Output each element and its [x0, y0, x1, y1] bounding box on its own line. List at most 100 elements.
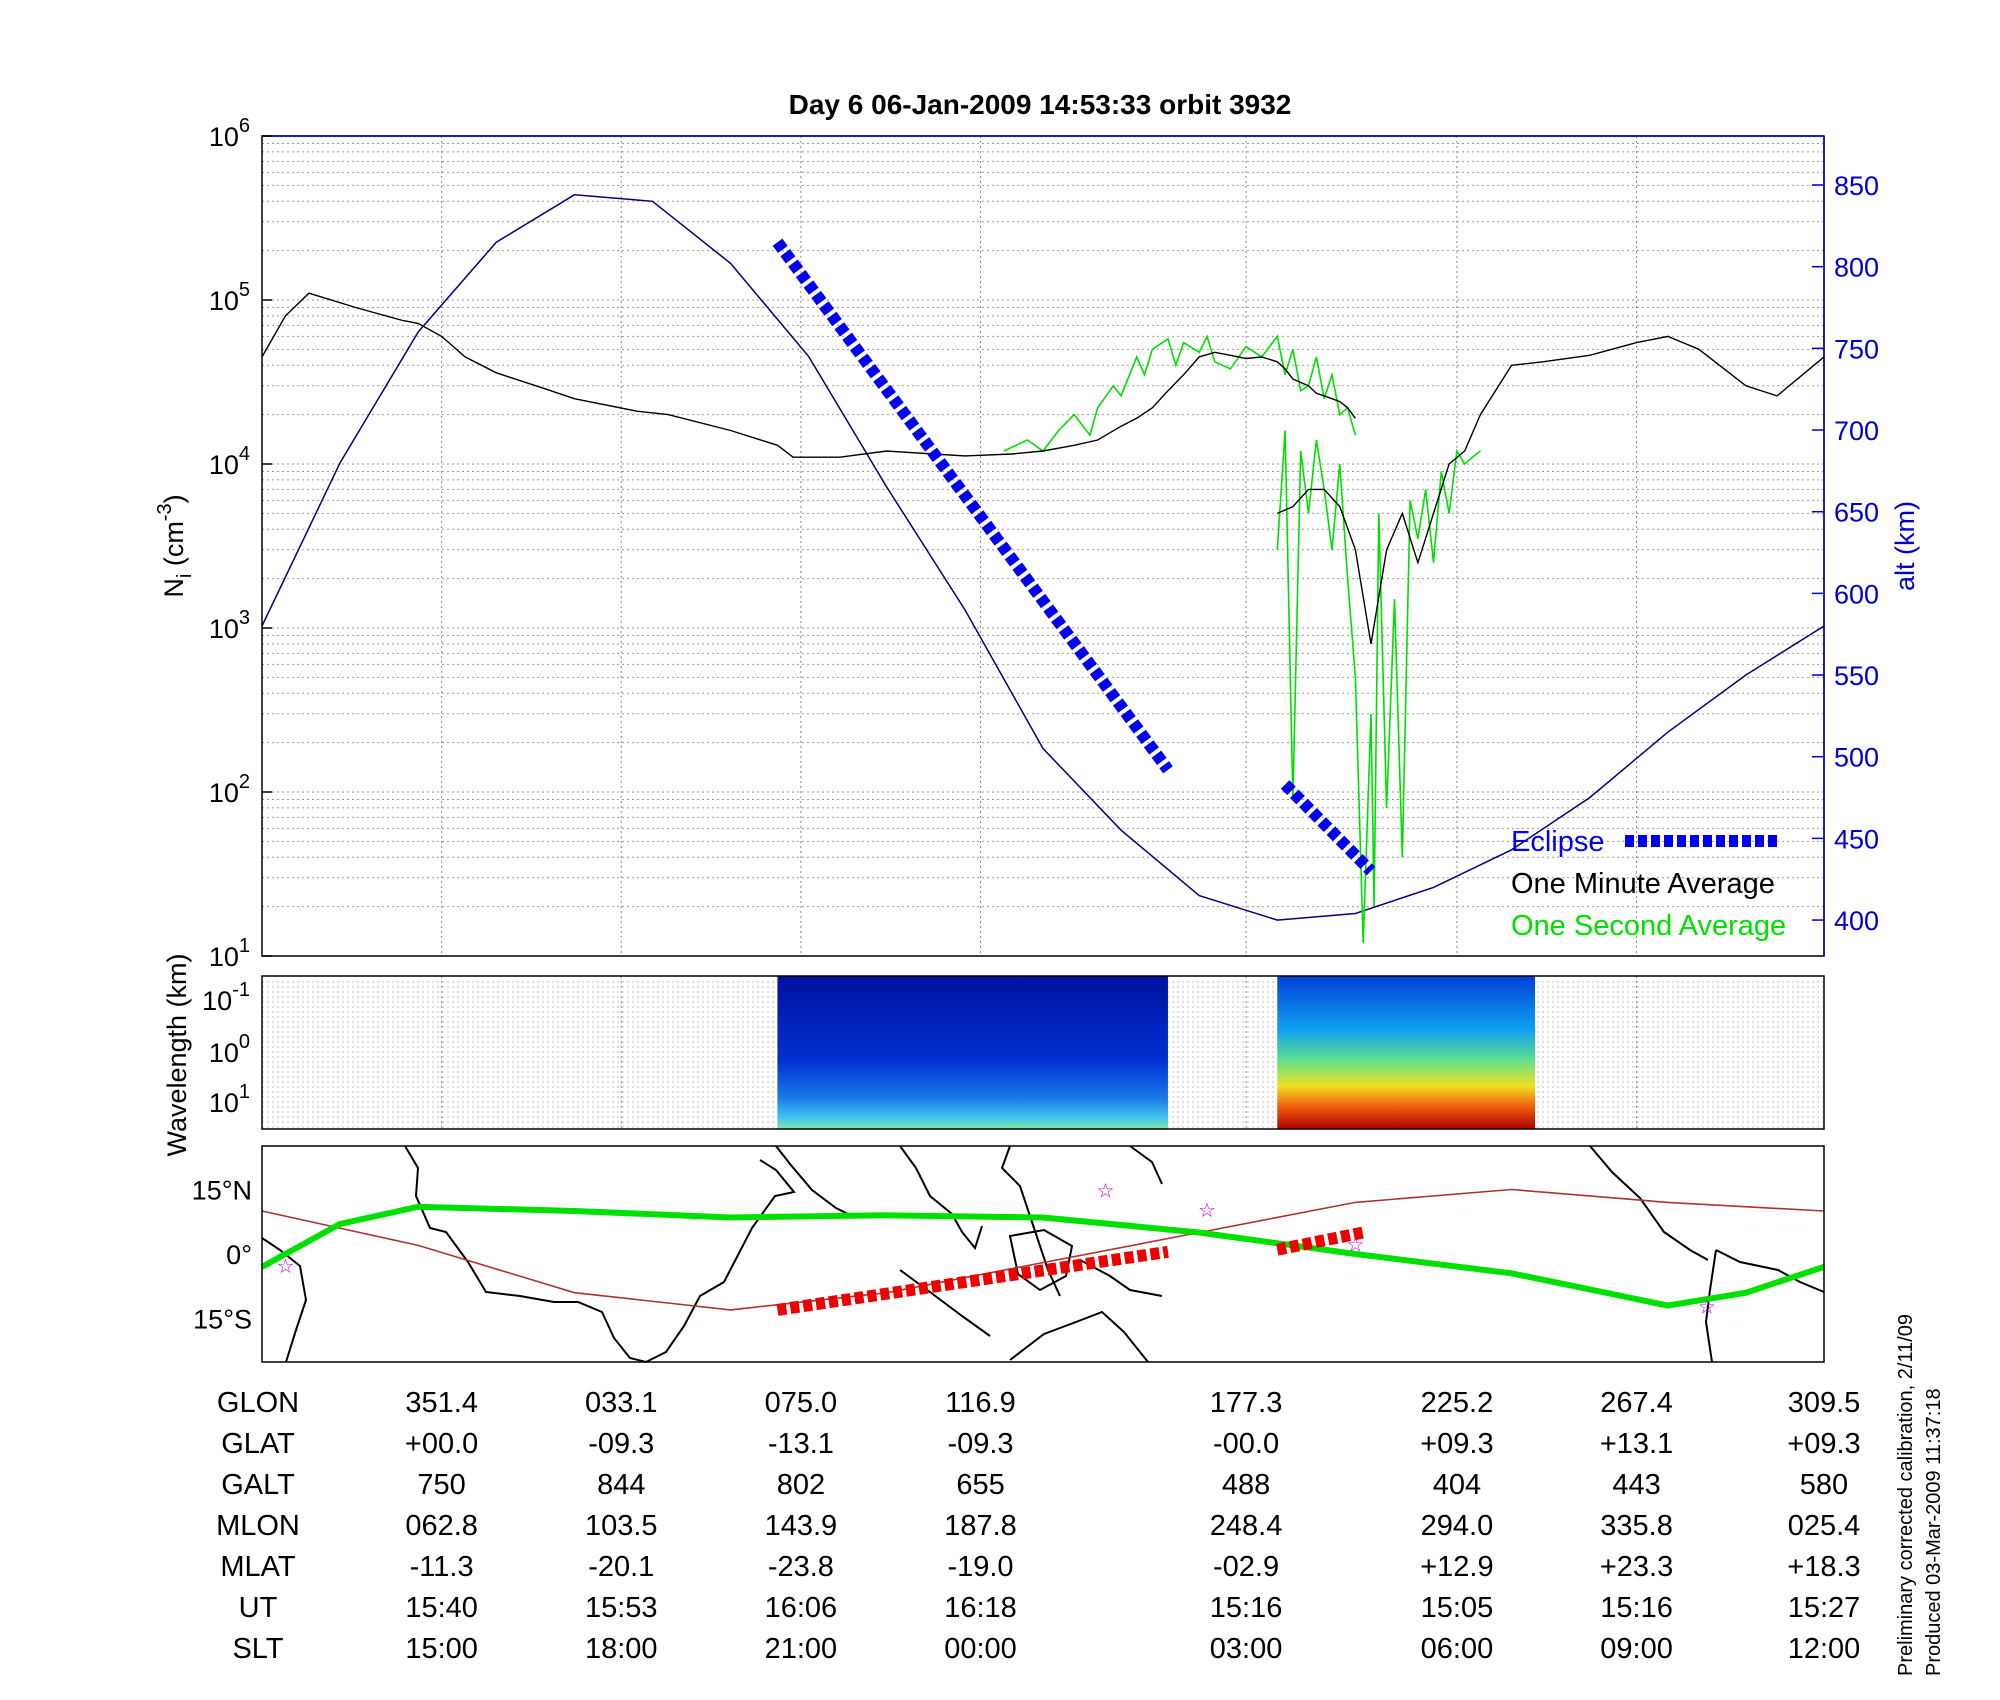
spectrogram-y-tick-label: 100 [209, 1031, 250, 1068]
table-cell: 443 [1612, 1469, 1660, 1501]
coastline-arabia [775, 1145, 857, 1219]
star-marker-icon: ☆ [276, 1254, 294, 1278]
chart-title: Day 6 06-Jan-2009 14:53:33 orbit 3932 [789, 89, 1292, 120]
density-panel: 101 102 103 104 105 106 400 450 500 550 600 650 700… [154, 115, 1920, 972]
table-cell: 351.4 [405, 1387, 478, 1419]
spectrogram-blocks [777, 976, 1536, 1129]
density-y-label: Ni (cm-3) [154, 494, 196, 597]
table-cell: -19.0 [947, 1551, 1013, 1583]
altitude-y-tick-label: 450 [1834, 824, 1879, 854]
density-y-tick-label: 102 [209, 771, 250, 808]
density-y-tick-label: 101 [209, 935, 250, 972]
legend-one-second-average: One Second Average [1511, 910, 1786, 942]
table-cell: 00:00 [944, 1633, 1017, 1665]
coastline-west-africa-edge [261, 1237, 308, 1363]
coastline-borneo [1008, 1228, 1074, 1292]
one-second-average-line [1276, 430, 1481, 944]
table-cell: -09.3 [947, 1428, 1013, 1460]
table-cell: 103.5 [585, 1510, 658, 1542]
table-row-label: MLON [216, 1510, 300, 1542]
table-cell: 655 [956, 1469, 1004, 1501]
table-row-label: GALT [221, 1469, 295, 1501]
table-cell: 15:05 [1421, 1592, 1494, 1624]
altitude-y-tick-label: 400 [1834, 906, 1879, 936]
map-y-tick-label: 15°N [192, 1176, 252, 1206]
table-row-label: MLAT [220, 1551, 295, 1583]
altitude-y-ticks: 400 450 500 550 600 650 700 750 800 850 [1812, 171, 1879, 936]
table-cell: 15:27 [1788, 1592, 1861, 1624]
table-row-label: UT [239, 1592, 278, 1624]
coastline-sumatra [899, 1269, 991, 1337]
spectrogram-y-label: Wavelength (km) [162, 953, 192, 1156]
table-cell: +09.3 [1420, 1428, 1493, 1460]
table-cell: 18:00 [585, 1633, 658, 1665]
density-y-tick-label: 105 [209, 279, 250, 316]
magnetic-equator-line [261, 1188, 1825, 1311]
table-cell: 21:00 [765, 1633, 838, 1665]
table-cell: 15:40 [405, 1592, 478, 1624]
star-marker-icon: ☆ [1346, 1232, 1364, 1256]
table-cell: 09:00 [1600, 1633, 1673, 1665]
table-cell: 116.9 [945, 1387, 1015, 1419]
table-cell: 15:53 [585, 1592, 658, 1624]
spectrogram-frame [261, 975, 1825, 1130]
table-row-label: SLT [232, 1633, 283, 1665]
coastline-south-america-west [1704, 1249, 1717, 1363]
table-cell: 488 [1222, 1469, 1270, 1501]
density-series [261, 194, 1825, 944]
altitude-y-tick-label: 600 [1834, 579, 1879, 609]
table-cell: 143.9 [765, 1510, 838, 1542]
table-cell: +12.9 [1420, 1551, 1493, 1583]
coastline-australia [1009, 1310, 1149, 1363]
table-cell: -11.3 [410, 1551, 474, 1583]
density-y-ticks: 101 102 103 104 105 106 [209, 115, 272, 972]
altitude-y-tick-label: 550 [1834, 661, 1879, 691]
table-cell: -00.0 [1213, 1428, 1279, 1460]
table-cell: +00.0 [405, 1428, 478, 1460]
coastline-central-america [1589, 1145, 1709, 1261]
footer-calibration-note: Preliminary corrected calibration, 2/11/… [1895, 1314, 1917, 1676]
table-cell: 750 [417, 1469, 465, 1501]
orbit-table: GLON 351.4 033.1 075.0 116.9 177.3 225.2 267.4 3… [216, 1387, 1861, 1665]
coastline-south-america [1715, 1249, 1825, 1293]
table-cell: 294.0 [1421, 1510, 1494, 1542]
density-y-tick-label: 104 [209, 443, 250, 480]
table-cell: 187.8 [944, 1510, 1017, 1542]
table-cell: 404 [1433, 1469, 1481, 1501]
table-cell: -02.9 [1213, 1551, 1279, 1583]
coastline-africa [404, 1145, 796, 1364]
table-cell: 16:18 [944, 1592, 1017, 1624]
table-cell: 15:16 [1600, 1592, 1673, 1624]
table-cell: 248.4 [1210, 1510, 1283, 1542]
table-cell: +23.3 [1600, 1551, 1673, 1583]
map-y-ticks: 15°N 0° 15°S [192, 1176, 252, 1335]
altitude-y-tick-label: 850 [1834, 171, 1879, 201]
table-cell: 15:16 [1210, 1592, 1283, 1624]
table-cell: 062.8 [405, 1510, 478, 1542]
star-marker-icon: ☆ [1097, 1179, 1115, 1203]
altitude-y-tick-label: 750 [1834, 334, 1879, 364]
table-cell: +09.3 [1787, 1428, 1860, 1460]
legend: Eclipse One Minute Average One Second Av… [1511, 826, 1786, 942]
coastline-japan [1129, 1145, 1163, 1185]
table-cell: 075.0 [765, 1387, 838, 1419]
table-cell: 12:00 [1788, 1633, 1861, 1665]
table-row-label: GLON [217, 1387, 299, 1419]
spectrogram-y-tick-label: 101 [209, 1081, 250, 1118]
table-cell: 844 [597, 1469, 645, 1501]
table-cell: 06:00 [1421, 1633, 1494, 1665]
table-cell: +13.1 [1600, 1428, 1673, 1460]
altitude-y-label: alt (km) [1890, 501, 1920, 591]
satellite-track-line [260, 1203, 1825, 1309]
table-cell: 802 [777, 1469, 825, 1501]
table-cell: 033.1 [585, 1387, 658, 1419]
map-panel: ☆ ☆ ☆ ☆ ☆ 15°N 0° 15°S [192, 1145, 1825, 1364]
map-frame [261, 1145, 1825, 1363]
table-cell: 16:06 [765, 1592, 838, 1624]
eclipse-track-line [776, 1245, 1169, 1316]
footer-produced-note: Produced 03-Mar-2009 11:37:18 [1923, 1388, 1945, 1676]
legend-one-minute-average: One Minute Average [1511, 868, 1775, 900]
table-cell: 177.3 [1210, 1387, 1283, 1419]
one-minute-average-line [261, 292, 1356, 458]
